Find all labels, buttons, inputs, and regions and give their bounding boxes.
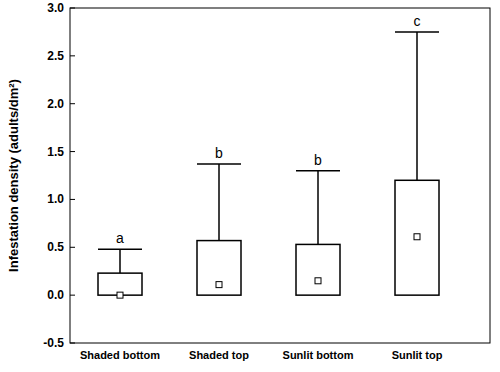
group-letter: b xyxy=(215,145,223,161)
median-marker xyxy=(414,234,420,240)
y-tick xyxy=(70,151,75,152)
y-tick-label: 1.0 xyxy=(47,192,64,206)
chart-container: -0.5 0.0 0.5 1.0 1.5 2.0 2.5 3.0 Infestation den… xyxy=(0,0,500,372)
y-tick-label: -0.5 xyxy=(43,336,64,350)
whisker xyxy=(218,164,220,241)
whisker-cap xyxy=(98,248,142,250)
plot-frame xyxy=(70,8,490,343)
y-tick xyxy=(70,295,75,296)
y-tick-label: 2.5 xyxy=(47,49,64,63)
y-tick xyxy=(70,55,75,56)
y-tick-label: 0.5 xyxy=(47,240,64,254)
median-marker xyxy=(315,278,321,284)
median-marker xyxy=(216,282,222,288)
y-tick-label: 3.0 xyxy=(47,1,64,15)
y-tick-label: 2.0 xyxy=(47,97,64,111)
y-tick-label: 1.5 xyxy=(47,145,64,159)
y-tick xyxy=(70,103,75,104)
x-tick-label: Shaded top xyxy=(189,349,249,361)
chart: -0.5 0.0 0.5 1.0 1.5 2.0 2.5 3.0 Infestation den… xyxy=(0,0,500,372)
box xyxy=(197,241,241,296)
group-letter: b xyxy=(314,152,322,168)
group-letter: a xyxy=(116,230,124,246)
y-tick-label: 0.0 xyxy=(47,288,64,302)
whisker-cap xyxy=(296,170,340,172)
whisker xyxy=(317,171,319,245)
whisker-cap xyxy=(197,163,241,165)
x-tick-label: Shaded bottom xyxy=(80,349,160,361)
x-tick-label: Sunlit top xyxy=(392,349,443,361)
x-tick-label: Sunlit bottom xyxy=(283,349,354,361)
box xyxy=(395,180,439,295)
whisker xyxy=(416,32,418,180)
box xyxy=(296,244,340,295)
whisker xyxy=(119,249,121,273)
y-axis-title: Infestation density (adults/dm²) xyxy=(6,79,21,272)
y-tick xyxy=(70,199,75,200)
marks xyxy=(98,32,439,298)
y-tick xyxy=(70,343,75,344)
y-tick xyxy=(70,247,75,248)
whisker-cap xyxy=(395,31,439,33)
median-marker xyxy=(117,292,123,298)
group-letter: c xyxy=(414,13,421,29)
y-tick xyxy=(70,8,75,9)
